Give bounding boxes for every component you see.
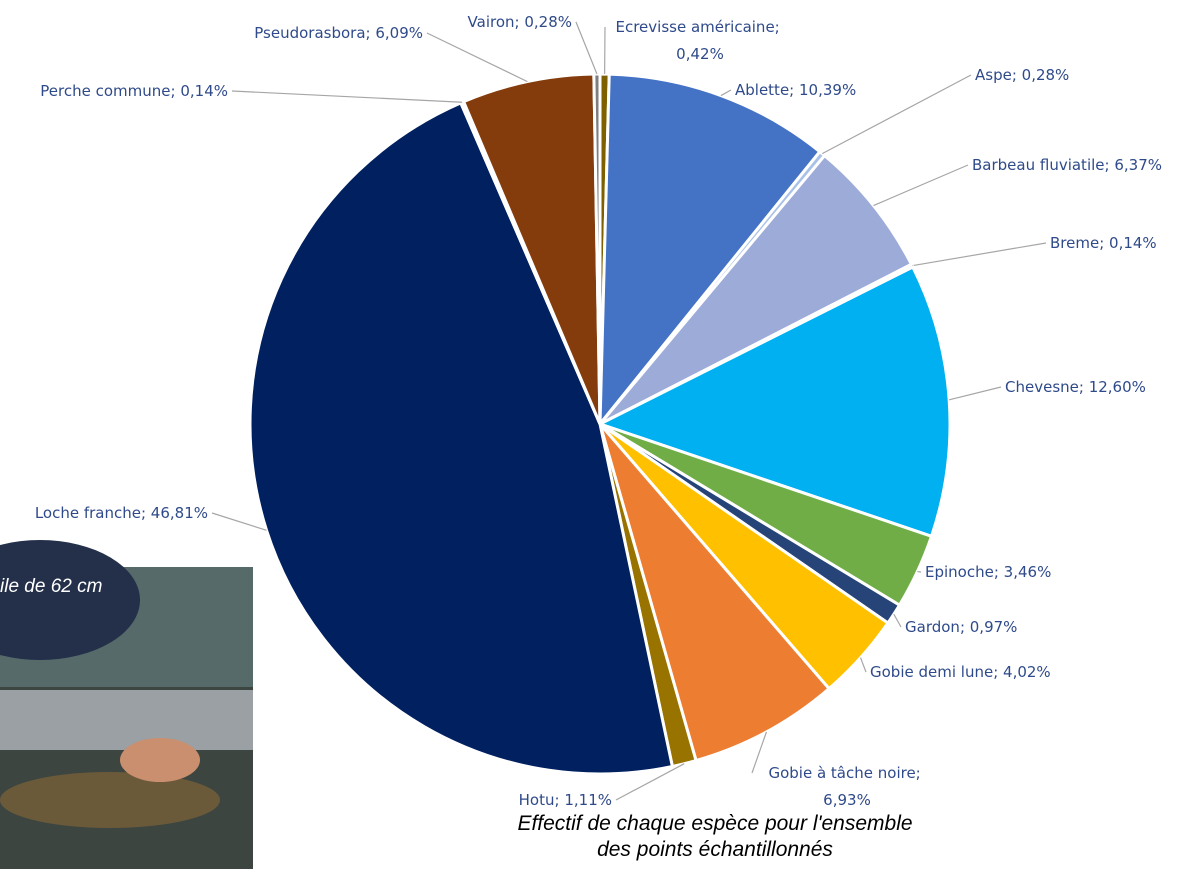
- label-value: 6,93%: [823, 791, 871, 809]
- data-label: Ecrevisse américaine; 0,42%: [616, 18, 785, 63]
- label-category: Gobie à tâche noire: [768, 764, 915, 782]
- title-text: Effectif de chaque espèce pour l'ensembl…: [517, 812, 912, 861]
- label-separator: ;: [366, 24, 376, 42]
- leader-line: [720, 89, 732, 97]
- data-label: Vairon; 0,28%: [468, 13, 572, 31]
- leader-line: [949, 386, 1002, 401]
- label-separator: ;: [515, 13, 525, 31]
- label-category: Epinoche: [925, 563, 994, 581]
- photo-cap: [0, 540, 140, 660]
- label-value: 6,37%: [1114, 156, 1162, 174]
- label-value: 0,97%: [970, 618, 1018, 636]
- leader-line: [211, 512, 267, 531]
- leader-line: [426, 32, 528, 83]
- label-value: 0,28%: [524, 13, 572, 31]
- label-category: Breme: [1050, 234, 1099, 252]
- pie-slice: [461, 72, 602, 425]
- label-separator: ;: [1105, 156, 1115, 174]
- label-separator: ;: [171, 82, 181, 100]
- label-value: 46,81%: [151, 504, 208, 522]
- photo-caption: ile de 62 cm: [0, 576, 102, 597]
- leader-line: [912, 242, 1047, 267]
- pie-slice: [598, 72, 822, 429]
- leader-line: [893, 613, 902, 628]
- photo: ile de 62 cm: [0, 540, 253, 869]
- label-separator: ;: [1012, 66, 1022, 84]
- label-value: 0,14%: [1109, 234, 1157, 252]
- leader-line: [615, 763, 685, 801]
- label-value: 10,39%: [799, 81, 856, 99]
- label-value: 0,28%: [1022, 66, 1070, 84]
- label-category: Gardon: [905, 618, 960, 636]
- pie-slice: [598, 423, 832, 763]
- data-label: Gobie à tâche noire; 6,93%: [768, 764, 925, 809]
- data-label: Ablette; 10,39%: [735, 81, 856, 99]
- label-value: 6,09%: [375, 24, 423, 42]
- data-label: Pseudorasbora; 6,09%: [254, 24, 423, 42]
- label-category: Hotu: [519, 791, 555, 809]
- label-separator: ;: [916, 764, 926, 782]
- data-label: Gobie demi lune; 4,02%: [870, 663, 1051, 681]
- label-category: Pseudorasbora: [254, 24, 365, 42]
- leader-line: [873, 164, 969, 207]
- label-separator: ;: [993, 663, 1003, 681]
- label-separator: ;: [1099, 234, 1109, 252]
- label-category: Ablette: [735, 81, 789, 99]
- label-category: Gobie demi lune: [870, 663, 993, 681]
- leader-line: [231, 90, 463, 103]
- data-label: Aspe; 0,28%: [975, 66, 1069, 84]
- label-separator: ;: [555, 791, 565, 809]
- leader-line: [821, 74, 972, 155]
- label-separator: ;: [141, 504, 151, 522]
- label-category: Barbeau fluviatile: [972, 156, 1105, 174]
- title-line: des points échantillonnés: [597, 838, 833, 861]
- label-separator: ;: [960, 618, 970, 636]
- data-label: Breme; 0,14%: [1050, 234, 1157, 252]
- photo-boat: [0, 690, 253, 750]
- pie-slice: [598, 153, 914, 426]
- label-value: 1,11%: [564, 791, 612, 809]
- label-value: 12,60%: [1089, 378, 1146, 396]
- leader-line: [751, 731, 768, 774]
- data-label: Barbeau fluviatile; 6,37%: [972, 156, 1162, 174]
- label-value: 0,42%: [676, 45, 724, 63]
- leader-line: [859, 657, 867, 673]
- label-value: 3,46%: [1004, 563, 1052, 581]
- data-label: Gardon; 0,97%: [905, 618, 1017, 636]
- label-separator: ;: [1079, 378, 1089, 396]
- data-label: Hotu; 1,11%: [519, 791, 612, 809]
- data-label: Chevesne; 12,60%: [1005, 378, 1146, 396]
- pie: Ecrevisse américaine; 0,42% Ablette; 10,3…: [35, 13, 1162, 809]
- label-value: 0,14%: [180, 82, 228, 100]
- label-value: 4,02%: [1003, 663, 1051, 681]
- label-separator: ;: [994, 563, 1004, 581]
- leader-line: [575, 21, 598, 75]
- title-line: Effectif de chaque espèce pour l'ensembl…: [517, 812, 912, 835]
- data-label: Perche commune; 0,14%: [40, 82, 228, 100]
- label-separator: ;: [775, 18, 785, 36]
- label-category: Perche commune: [40, 82, 170, 100]
- pie-slice: [248, 100, 675, 776]
- label-category: Vairon: [468, 13, 515, 31]
- label-category: Chevesne: [1005, 378, 1079, 396]
- chart-title: Effectif de chaque espèce pour l'ensembl…: [517, 812, 912, 861]
- data-label: Epinoche; 3,46%: [925, 563, 1051, 581]
- photo-fish: [0, 772, 220, 828]
- label-separator: ;: [789, 81, 799, 99]
- label-category: Aspe: [975, 66, 1012, 84]
- data-label: Loche franche; 46,81%: [35, 504, 208, 522]
- photo-hand: [120, 738, 200, 782]
- label-category: Ecrevisse américaine: [616, 18, 775, 36]
- label-category: Loche franche: [35, 504, 141, 522]
